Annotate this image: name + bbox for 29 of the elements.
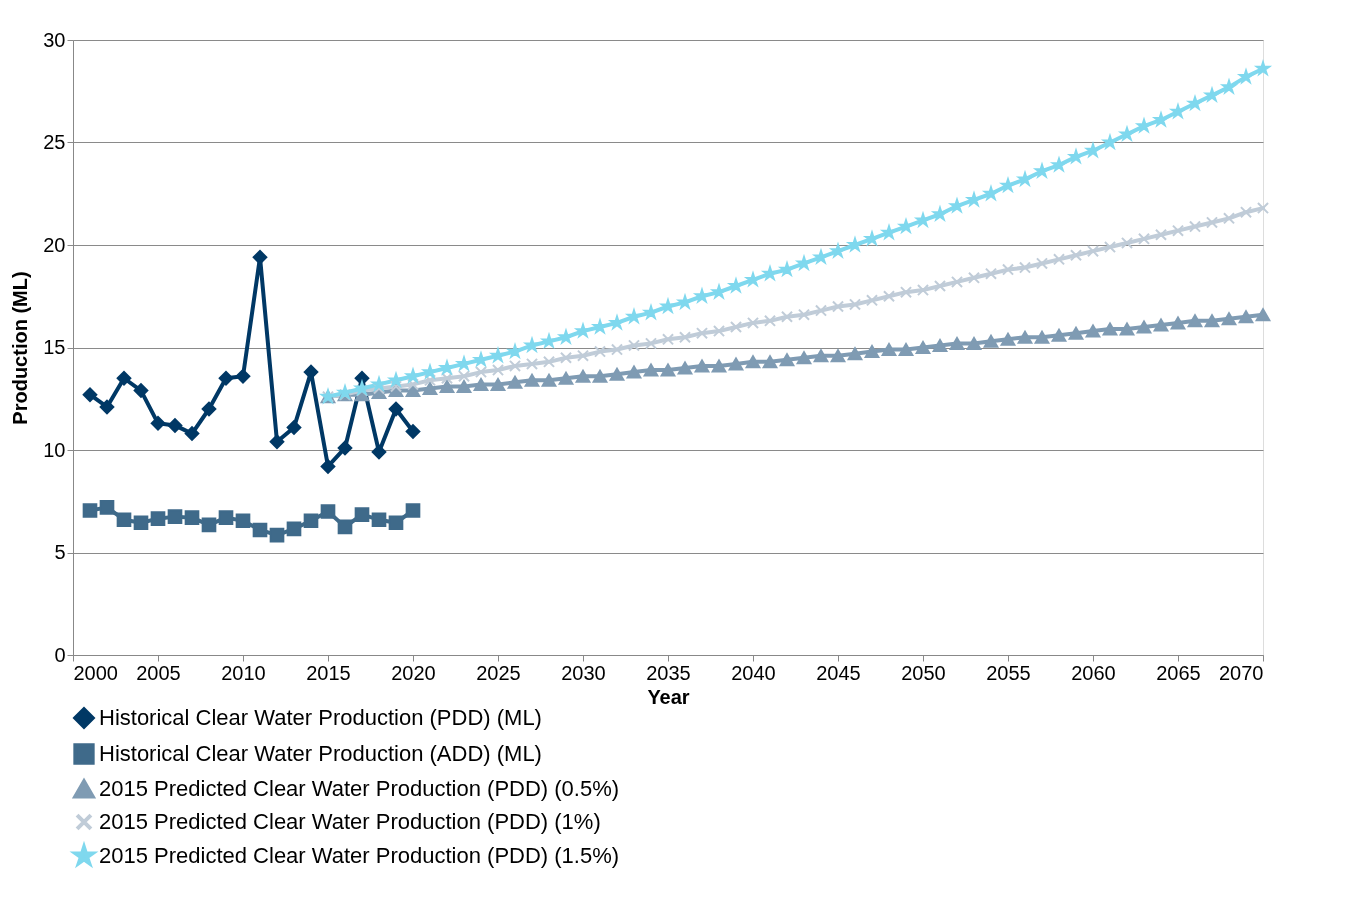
x-tick-label: 2035 [646,661,691,684]
y-tick-label: 0 [54,643,66,666]
x-tick-label: 2005 [136,661,181,684]
legend-label: 2015 Predicted Clear Water Production (PDD) (1%) [99,809,601,834]
x-tick-label: 2015 [306,661,351,684]
x-tick-label: 2065 [1156,661,1201,684]
x-tick-label: 2060 [1071,661,1116,684]
x-axis-title: Year [647,685,690,708]
x-tick-label: 2025 [476,661,521,684]
y-tick-label: 30 [43,28,66,51]
x-tick-label: 2055 [986,661,1031,684]
x-tick-label: 2000 [73,661,118,684]
y-tick-label: 25 [43,131,66,153]
y-tick-label: 15 [43,336,66,358]
legend-label: Historical Clear Water Production (PDD) (ML) [99,705,542,730]
x-tick-label: 2010 [221,661,266,684]
x-tick-label: 2030 [561,661,606,684]
x-tick-label: 2070 [1219,661,1264,684]
legend-label: Historical Clear Water Production (ADD) (ML) [99,741,542,766]
y-axis-title: Production (ML) [9,271,32,425]
y-tick-label: 5 [54,541,66,563]
y-tick-label: 20 [43,233,66,256]
legend-label: 2015 Predicted Clear Water Production (PDD) (1.5%) [99,843,620,868]
legend-label: 2015 Predicted Clear Water Production (PDD) (0.5%) [99,776,620,801]
x-tick-label: 2045 [816,661,861,684]
y-tick-label: 10 [43,438,66,461]
x-tick-label: 2020 [391,661,436,684]
x-tick-label: 2050 [901,661,946,684]
x-tick-label: 2040 [731,661,776,684]
